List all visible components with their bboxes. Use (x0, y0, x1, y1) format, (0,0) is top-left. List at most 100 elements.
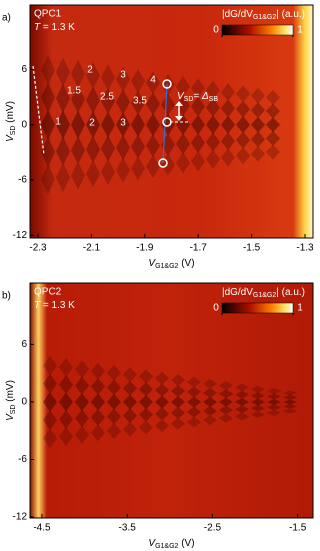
coulomb-diamond (206, 80, 220, 100)
coulomb-diamond (155, 371, 169, 385)
coulomb-diamond (283, 403, 297, 409)
coulomb-diamond (56, 83, 70, 113)
coulomb-diamond (41, 55, 55, 86)
coulomb-diamond (266, 130, 280, 146)
x-tick-label: -2.5 (204, 523, 222, 534)
coulomb-diamond (187, 416, 201, 428)
panel-label: a) (2, 13, 11, 24)
y-tick-label: 0 (21, 119, 27, 130)
coulomb-diamond (139, 420, 153, 435)
colorbar-tick-label: 1 (297, 25, 303, 36)
coulomb-diamond (267, 388, 281, 395)
colorbar-label-part: | (a.u.) (276, 287, 305, 298)
coulomb-diamond (91, 362, 105, 380)
colorbar-label-part: | (a.u.) (276, 9, 305, 20)
coulomb-diamond (219, 381, 233, 391)
coulomb-diamond (86, 62, 100, 90)
coulomb-diamond (219, 397, 233, 407)
x-tick-label: -1.9 (136, 243, 154, 254)
coulomb-diamond (236, 85, 250, 103)
coulomb-diamond (203, 406, 217, 417)
coulomb-diamond (131, 112, 145, 137)
plot-frame (29, 282, 314, 519)
temperature-label: T = 1.3 K (34, 300, 75, 311)
coulomb-diamond (41, 109, 55, 140)
coulomb-diamond (283, 408, 297, 414)
coulomb-diamond (187, 386, 201, 398)
coulomb-diamond (146, 134, 160, 158)
colorbar (221, 302, 294, 314)
y-tick-label: 0 (21, 397, 27, 408)
coulomb-diamond (75, 360, 89, 379)
y-axis-label: VSD (mV) (5, 101, 17, 142)
coulomb-diamond (71, 136, 85, 165)
coulomb-diamond (251, 131, 265, 148)
x-axis-label-part: G1&G2 (155, 263, 178, 270)
coulomb-diamond (266, 117, 280, 133)
coulomb-diamond (236, 100, 250, 118)
coulomb-diamond (116, 112, 130, 138)
coulomb-diamond (59, 426, 73, 446)
coulomb-diamond (107, 408, 121, 425)
coulomb-diamond (43, 355, 57, 376)
y-axis-label-part: SD (10, 126, 17, 136)
coulomb-diamond (41, 164, 55, 195)
coulomb-diamond (235, 397, 249, 406)
x-axis-label-part: (V) (178, 538, 194, 549)
coulomb-diamond (71, 110, 85, 139)
coulomb-diamond (191, 132, 205, 153)
coulomb-diamond (139, 407, 153, 422)
coulomb-diamond (91, 408, 105, 426)
coulomb-diamond (267, 409, 281, 416)
x-tick-label: -2.3 (29, 243, 47, 254)
coulomb-diamond (251, 385, 265, 393)
equation-label-part: SB (209, 96, 219, 103)
coulomb-diamond (43, 391, 57, 412)
coulomb-diamond (187, 376, 201, 388)
coulomb-diamond (203, 396, 217, 407)
coulomb-diamond (59, 392, 73, 412)
coulomb-diamond (221, 148, 235, 167)
charge-state-label: 1.5 (67, 86, 81, 97)
plot-frame (29, 4, 314, 239)
coulomb-diamond (131, 90, 145, 115)
temperature-label-part: T (34, 300, 41, 311)
coulomb-diamond (283, 394, 297, 400)
coulomb-diamond (41, 82, 55, 113)
coulomb-diamond (266, 144, 280, 160)
coulomb-diamond (235, 383, 249, 392)
panel-label: b) (2, 291, 11, 302)
coulomb-diamond (107, 423, 121, 440)
coulomb-diamond (86, 86, 100, 114)
coulomb-diamond (107, 364, 121, 381)
coulomb-diamond (251, 398, 265, 406)
colorbar-label-part: |dG/dV (222, 9, 253, 20)
coulomb-diamond (187, 406, 201, 418)
coulomb-diamond (116, 157, 130, 183)
coulomb-diamond (251, 392, 265, 400)
coulomb-diamond (107, 379, 121, 396)
coulomb-diamond (56, 57, 70, 87)
heatmap-image (30, 283, 313, 518)
coulomb-diamond (146, 155, 160, 179)
coulomb-diamond (251, 145, 265, 162)
coulomb-diamond (75, 409, 89, 428)
charge-state-label: 3 (120, 118, 126, 129)
cut-point (158, 158, 168, 168)
coulomb-diamond (236, 131, 250, 149)
coulomb-diamond (283, 390, 297, 396)
x-axis-label: VG1&G2 (V) (148, 258, 194, 270)
coulomb-diamond (191, 114, 205, 135)
coulomb-diamond (91, 377, 105, 395)
x-axis-label-part: (V) (178, 258, 194, 269)
coulomb-diamond (116, 89, 130, 115)
coulomb-diamond (219, 405, 233, 415)
charge-state-label: 3.5 (133, 96, 147, 107)
coulomb-diamond (123, 408, 137, 424)
coulomb-diamond (206, 149, 220, 169)
coulomb-diamond (267, 404, 281, 411)
coulomb-diamond (155, 395, 169, 409)
device-label: QPC2 (34, 287, 62, 298)
x-tick-label: -1.5 (243, 243, 261, 254)
